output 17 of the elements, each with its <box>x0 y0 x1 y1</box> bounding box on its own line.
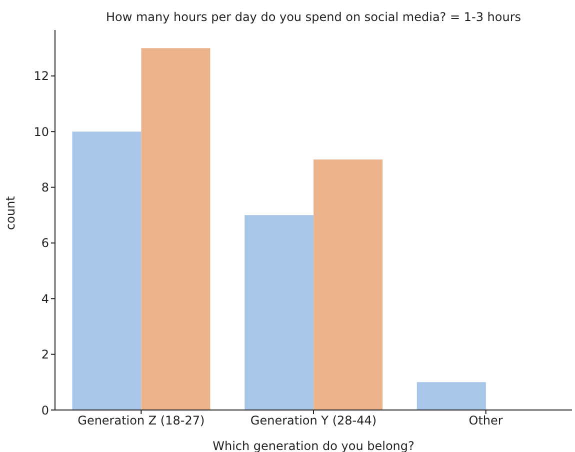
x-tick-label: Generation Z (18-27) <box>78 414 205 428</box>
y-tick-label: 4 <box>41 292 49 306</box>
y-tick-label: 12 <box>34 69 49 84</box>
chart-title: How many hours per day do you spend on social media? = 1-3 hours <box>104 10 522 24</box>
x-tick-label: Generation Y (28-44) <box>250 414 377 428</box>
bar <box>72 132 142 410</box>
bar <box>416 382 486 410</box>
y-tick-label: 8 <box>41 180 49 195</box>
y-tick-label: 2 <box>41 348 49 362</box>
y-tick-label: 10 <box>34 124 49 139</box>
x-tick-label: Other <box>468 414 503 428</box>
bar <box>141 48 210 410</box>
y-tick-label: 6 <box>41 236 49 250</box>
bar <box>244 215 314 410</box>
y-axis-title: count <box>3 196 18 230</box>
y-tick-label: 0 <box>41 403 49 418</box>
bar <box>314 159 383 410</box>
